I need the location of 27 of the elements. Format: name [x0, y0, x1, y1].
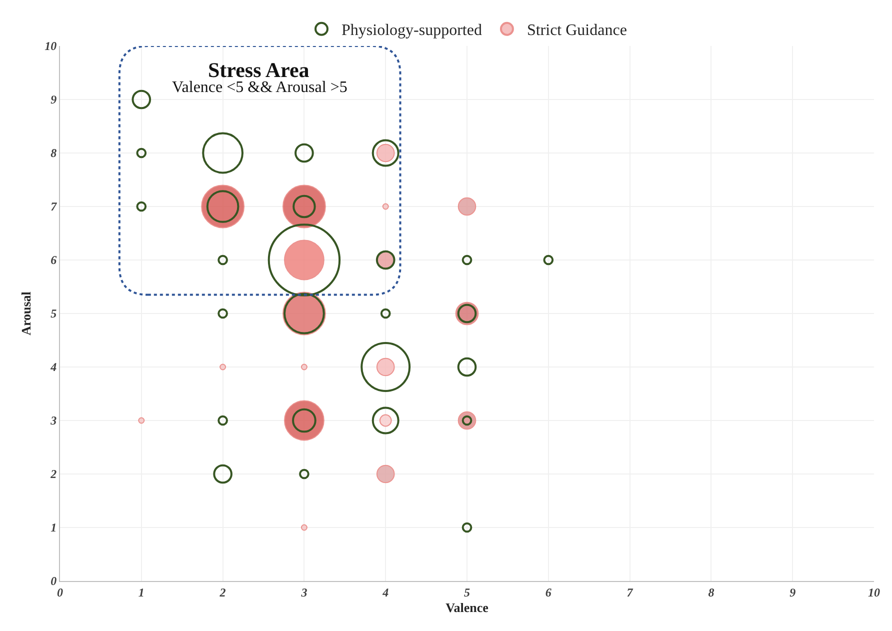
y-tick-label: 6	[50, 253, 57, 268]
y-tick-label: 9	[50, 92, 57, 107]
y-tick-label: 0	[50, 574, 57, 588]
x-tick-label: 3	[300, 585, 308, 600]
x-tick-label: 6	[545, 585, 552, 600]
y-tick-label: 1	[50, 520, 57, 535]
y-tick-label: 8	[50, 146, 57, 160]
x-tick-label: 1	[138, 585, 144, 600]
annotation: Stress Area	[208, 58, 310, 82]
y-tick-label: 7	[50, 200, 58, 214]
x-tick-label: 8	[708, 585, 714, 600]
legend-label: Strict Guidance	[526, 22, 627, 40]
x-tick-label: 2	[218, 585, 226, 600]
annotation: Valence <5 && Arousal >5	[172, 79, 348, 96]
y-tick-label: 10	[44, 39, 57, 54]
y-tick-label: 3	[50, 414, 57, 428]
legend-label: Physiology-supported	[342, 22, 482, 40]
x-tick-label: 10	[868, 585, 880, 600]
y-tick-label: 5	[50, 306, 57, 321]
x-tick-label: 7	[626, 585, 634, 600]
y-axis-title: Arousal	[18, 291, 34, 336]
x-axis-title: Valence	[446, 600, 489, 615]
x-tick-label: 5	[464, 585, 470, 600]
y-tick-label: 2	[50, 467, 57, 482]
y-tick-label: 4	[50, 360, 57, 374]
x-tick-label: 4	[382, 585, 389, 600]
x-tick-label: 9	[790, 585, 796, 600]
